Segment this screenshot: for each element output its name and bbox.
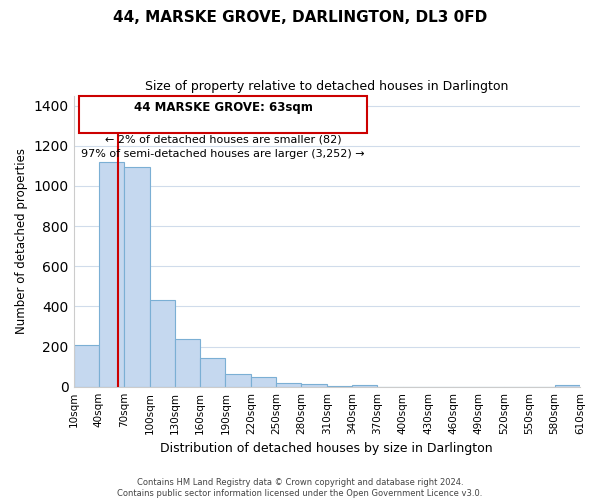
Text: 44, MARSKE GROVE, DARLINGTON, DL3 0FD: 44, MARSKE GROVE, DARLINGTON, DL3 0FD [113, 10, 487, 25]
Bar [327, 386, 352, 387]
Bar [251, 378, 276, 387]
Y-axis label: Number of detached properties: Number of detached properties [15, 148, 28, 334]
Title: Size of property relative to detached houses in Darlington: Size of property relative to detached ho… [145, 80, 508, 93]
Text: ← 2% of detached houses are smaller (82)
97% of semi-detached houses are larger : ← 2% of detached houses are smaller (82)… [81, 135, 365, 159]
Bar [99, 162, 124, 387]
Bar [200, 358, 226, 387]
Bar [301, 384, 327, 387]
X-axis label: Distribution of detached houses by size in Darlington: Distribution of detached houses by size … [160, 442, 493, 455]
Bar [352, 385, 377, 387]
Bar [74, 344, 99, 387]
Text: 44 MARSKE GROVE: 63sqm: 44 MARSKE GROVE: 63sqm [134, 102, 313, 114]
Bar [124, 167, 149, 387]
Text: Contains HM Land Registry data © Crown copyright and database right 2024.
Contai: Contains HM Land Registry data © Crown c… [118, 478, 482, 498]
Bar [554, 385, 580, 387]
Bar [226, 374, 251, 387]
FancyBboxPatch shape [79, 96, 367, 134]
Bar [276, 383, 301, 387]
Bar [175, 338, 200, 387]
Bar [149, 300, 175, 387]
